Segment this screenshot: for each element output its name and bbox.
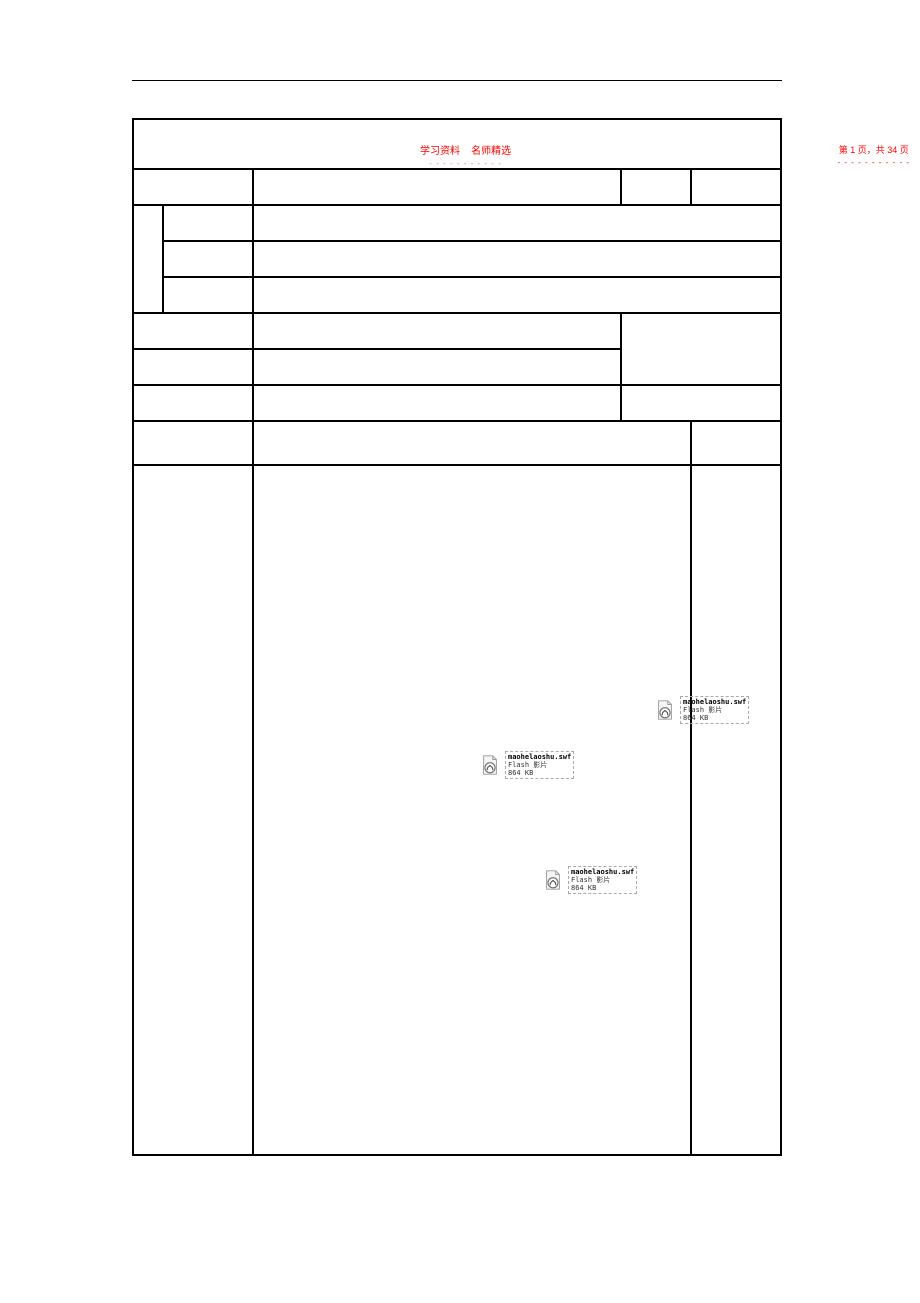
file-size: 864 KB [683,714,746,722]
table-row [133,119,781,169]
table-row [133,205,781,241]
swf-file-icon [654,699,676,721]
table-row [133,385,781,421]
file-name: maohelaoshu.swf [508,753,571,761]
main-layout-table: maohelaoshu.swf Flash 影片 864 KB maohelao… [132,118,782,1156]
file-size: 864 KB [508,769,571,777]
table-row: maohelaoshu.swf Flash 影片 864 KB maohelao… [133,465,781,1155]
file-item[interactable]: maohelaoshu.swf Flash 影片 864 KB [479,751,574,779]
file-meta: maohelaoshu.swf Flash 影片 864 KB [568,866,637,894]
file-name: maohelaoshu.swf [571,868,634,876]
page-indicator: 第 1 页，共 34 页 - - - - - - - - - - - [837,143,910,167]
page-indicator-dashes: - - - - - - - - - - - [837,158,910,167]
file-meta: maohelaoshu.swf Flash 影片 864 KB [505,751,574,779]
file-type: Flash 影片 [571,876,634,884]
page-indicator-text: 第 1 页，共 34 页 [839,145,909,155]
table-row [133,313,781,349]
swf-file-icon [479,754,501,776]
file-type: Flash 影片 [683,706,746,714]
top-horizontal-rule [132,80,782,81]
file-type: Flash 影片 [508,761,571,769]
content-cell: maohelaoshu.swf Flash 影片 864 KB maohelao… [253,465,691,1155]
file-item[interactable]: maohelaoshu.swf Flash 影片 864 KB [542,866,637,894]
file-name: maohelaoshu.swf [683,698,746,706]
table-row [133,169,781,205]
swf-file-icon [542,869,564,891]
table-row [133,241,781,277]
file-size: 864 KB [571,884,634,892]
table-row [133,421,781,465]
file-item[interactable]: maohelaoshu.swf Flash 影片 864 KB [654,696,749,724]
file-meta: maohelaoshu.swf Flash 影片 864 KB [680,696,749,724]
table-row [133,277,781,313]
